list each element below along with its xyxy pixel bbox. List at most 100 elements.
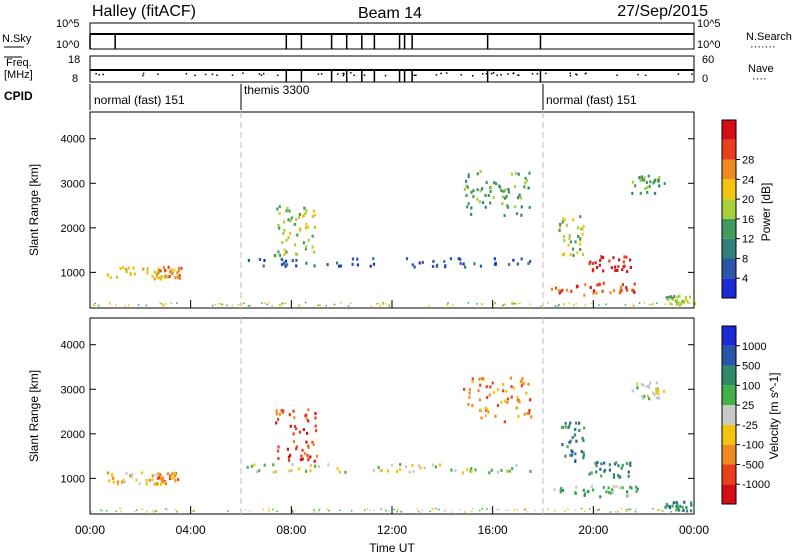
pow-ground-34 [268,301,270,304]
vel-cell-3-17 [471,404,474,408]
nave-dot-38 [361,73,363,76]
pow-ground-47 [226,304,228,307]
vel-cell-3-8 [516,395,519,399]
pow-cell-1-16 [158,269,162,273]
vel-ground-74 [547,508,549,511]
vel-ground-97 [141,508,143,510]
vel-cell-9-40 [336,467,339,471]
vel-cell-5-9 [612,473,616,477]
pow-cell-3-12 [514,171,518,175]
vel-cell-6-8 [583,426,586,430]
vel-ground-48 [272,508,274,511]
pow-cell-7-22 [688,295,692,299]
pow-cell-2-7 [277,250,280,254]
vel-cell-8-3 [655,396,658,400]
pow-cbar-seg-7 [722,139,736,160]
vel-cell-9-54 [419,466,422,470]
pow-cell-9-3 [351,257,355,261]
vel-cell-0-12 [125,471,128,475]
pow-cell-2-6 [311,234,314,238]
pow-ytick-label-0: 1000 [61,267,85,279]
vel-cell-3-2 [484,408,488,412]
vel-cell-2-21 [288,458,291,462]
freq-label-2: [MHz] [4,69,33,81]
pow-ground-14 [163,304,166,307]
pow-cell-9-53 [263,258,266,262]
vel-cell-3-59 [506,401,509,405]
pow-cbar-seg-1 [722,258,736,279]
nave-dot-22 [413,74,416,77]
pow-cell-7-23 [686,300,689,304]
vel-cell-3-31 [503,420,506,424]
vel-cell-7-22 [690,501,693,505]
nave-dot-5 [536,73,539,75]
pow-cell-2-50 [278,211,281,215]
pow-cell-8-11 [640,175,643,179]
pow-cell-8-25 [644,187,647,191]
pow-cell-9-36 [443,259,446,263]
vel-ground-89 [625,509,628,511]
nave-dot-51 [142,74,144,77]
pow-cell-2-5 [306,225,309,229]
vel-cell-4-21 [599,495,602,499]
pow-cell-6-32 [567,243,570,247]
nave-dot-6 [569,72,572,75]
pow-cell-4-37 [565,288,569,292]
vel-cell-7-13 [689,509,693,513]
pow-cell-0-27 [127,266,131,270]
nave-dot-43 [98,73,101,76]
pow-cell-5-18 [613,265,617,269]
pow-cbar-label-2: 12 [742,234,754,246]
pow-cell-1-23 [176,275,179,279]
pow-cell-3-11 [484,205,487,209]
pow-cell-2-14 [312,209,316,213]
vel-cell-0-11 [111,473,114,477]
vel-cell-3-9 [468,395,471,399]
vel-ground-95 [166,508,169,511]
vel-cell-1-4 [160,477,163,481]
vel-cell-2-37 [277,457,280,461]
vel-cell-2-52 [275,409,278,413]
vel-cell-1-8 [168,477,172,481]
vel-ground-14 [267,507,270,510]
pow-cell-3-35 [472,189,475,193]
pow-cell-9-19 [291,259,294,263]
pow-cell-4-9 [612,289,616,293]
pow-cell-5-8 [610,266,613,270]
pow-cell-3-37 [484,193,487,197]
pow-cbar-label-4: 20 [742,194,754,206]
vel-ground-8 [617,511,619,513]
vel-cell-9-49 [297,467,301,471]
vel-cell-9-5 [423,466,426,470]
vel-cell-9-41 [506,469,509,473]
vel-cell-1-5 [171,472,174,476]
pow-cell-1-15 [171,271,174,275]
pow-cell-7-10 [667,296,670,300]
pow-ground-90 [278,303,281,306]
vel-cbar-seg-0 [722,484,736,504]
vel-cbar-seg-4 [722,405,736,425]
vel-cell-6-24 [581,436,584,440]
pow-ground-74 [648,303,651,306]
vel-cell-3-62 [517,398,520,402]
vel-cell-4-20 [561,488,564,492]
pow-ground-61 [504,303,506,305]
pow-cell-1-1 [176,271,179,275]
nave-dot-30 [242,72,244,74]
vel-ground-91 [435,507,438,510]
vel-cell-5-15 [600,462,603,466]
pow-ground-101 [379,304,381,307]
vel-ground-64 [513,509,515,511]
pow-cell-2-9 [289,219,292,223]
pow-ytick-label-2: 3000 [61,178,85,190]
vel-cbar-label-2: 100 [742,380,760,392]
pow-cell-4-36 [620,289,623,293]
vel-cell-7-9 [678,508,681,512]
pow-cell-9-13 [369,264,372,268]
vel-cell-9-23 [377,466,380,470]
vel-cell-0-2 [138,482,141,486]
pow-cell-9-27 [462,262,465,266]
vel-cell-7-5 [682,508,685,512]
pow-cell-3-26 [467,175,470,179]
cpid-seg-2: themis 3300 [244,83,310,97]
